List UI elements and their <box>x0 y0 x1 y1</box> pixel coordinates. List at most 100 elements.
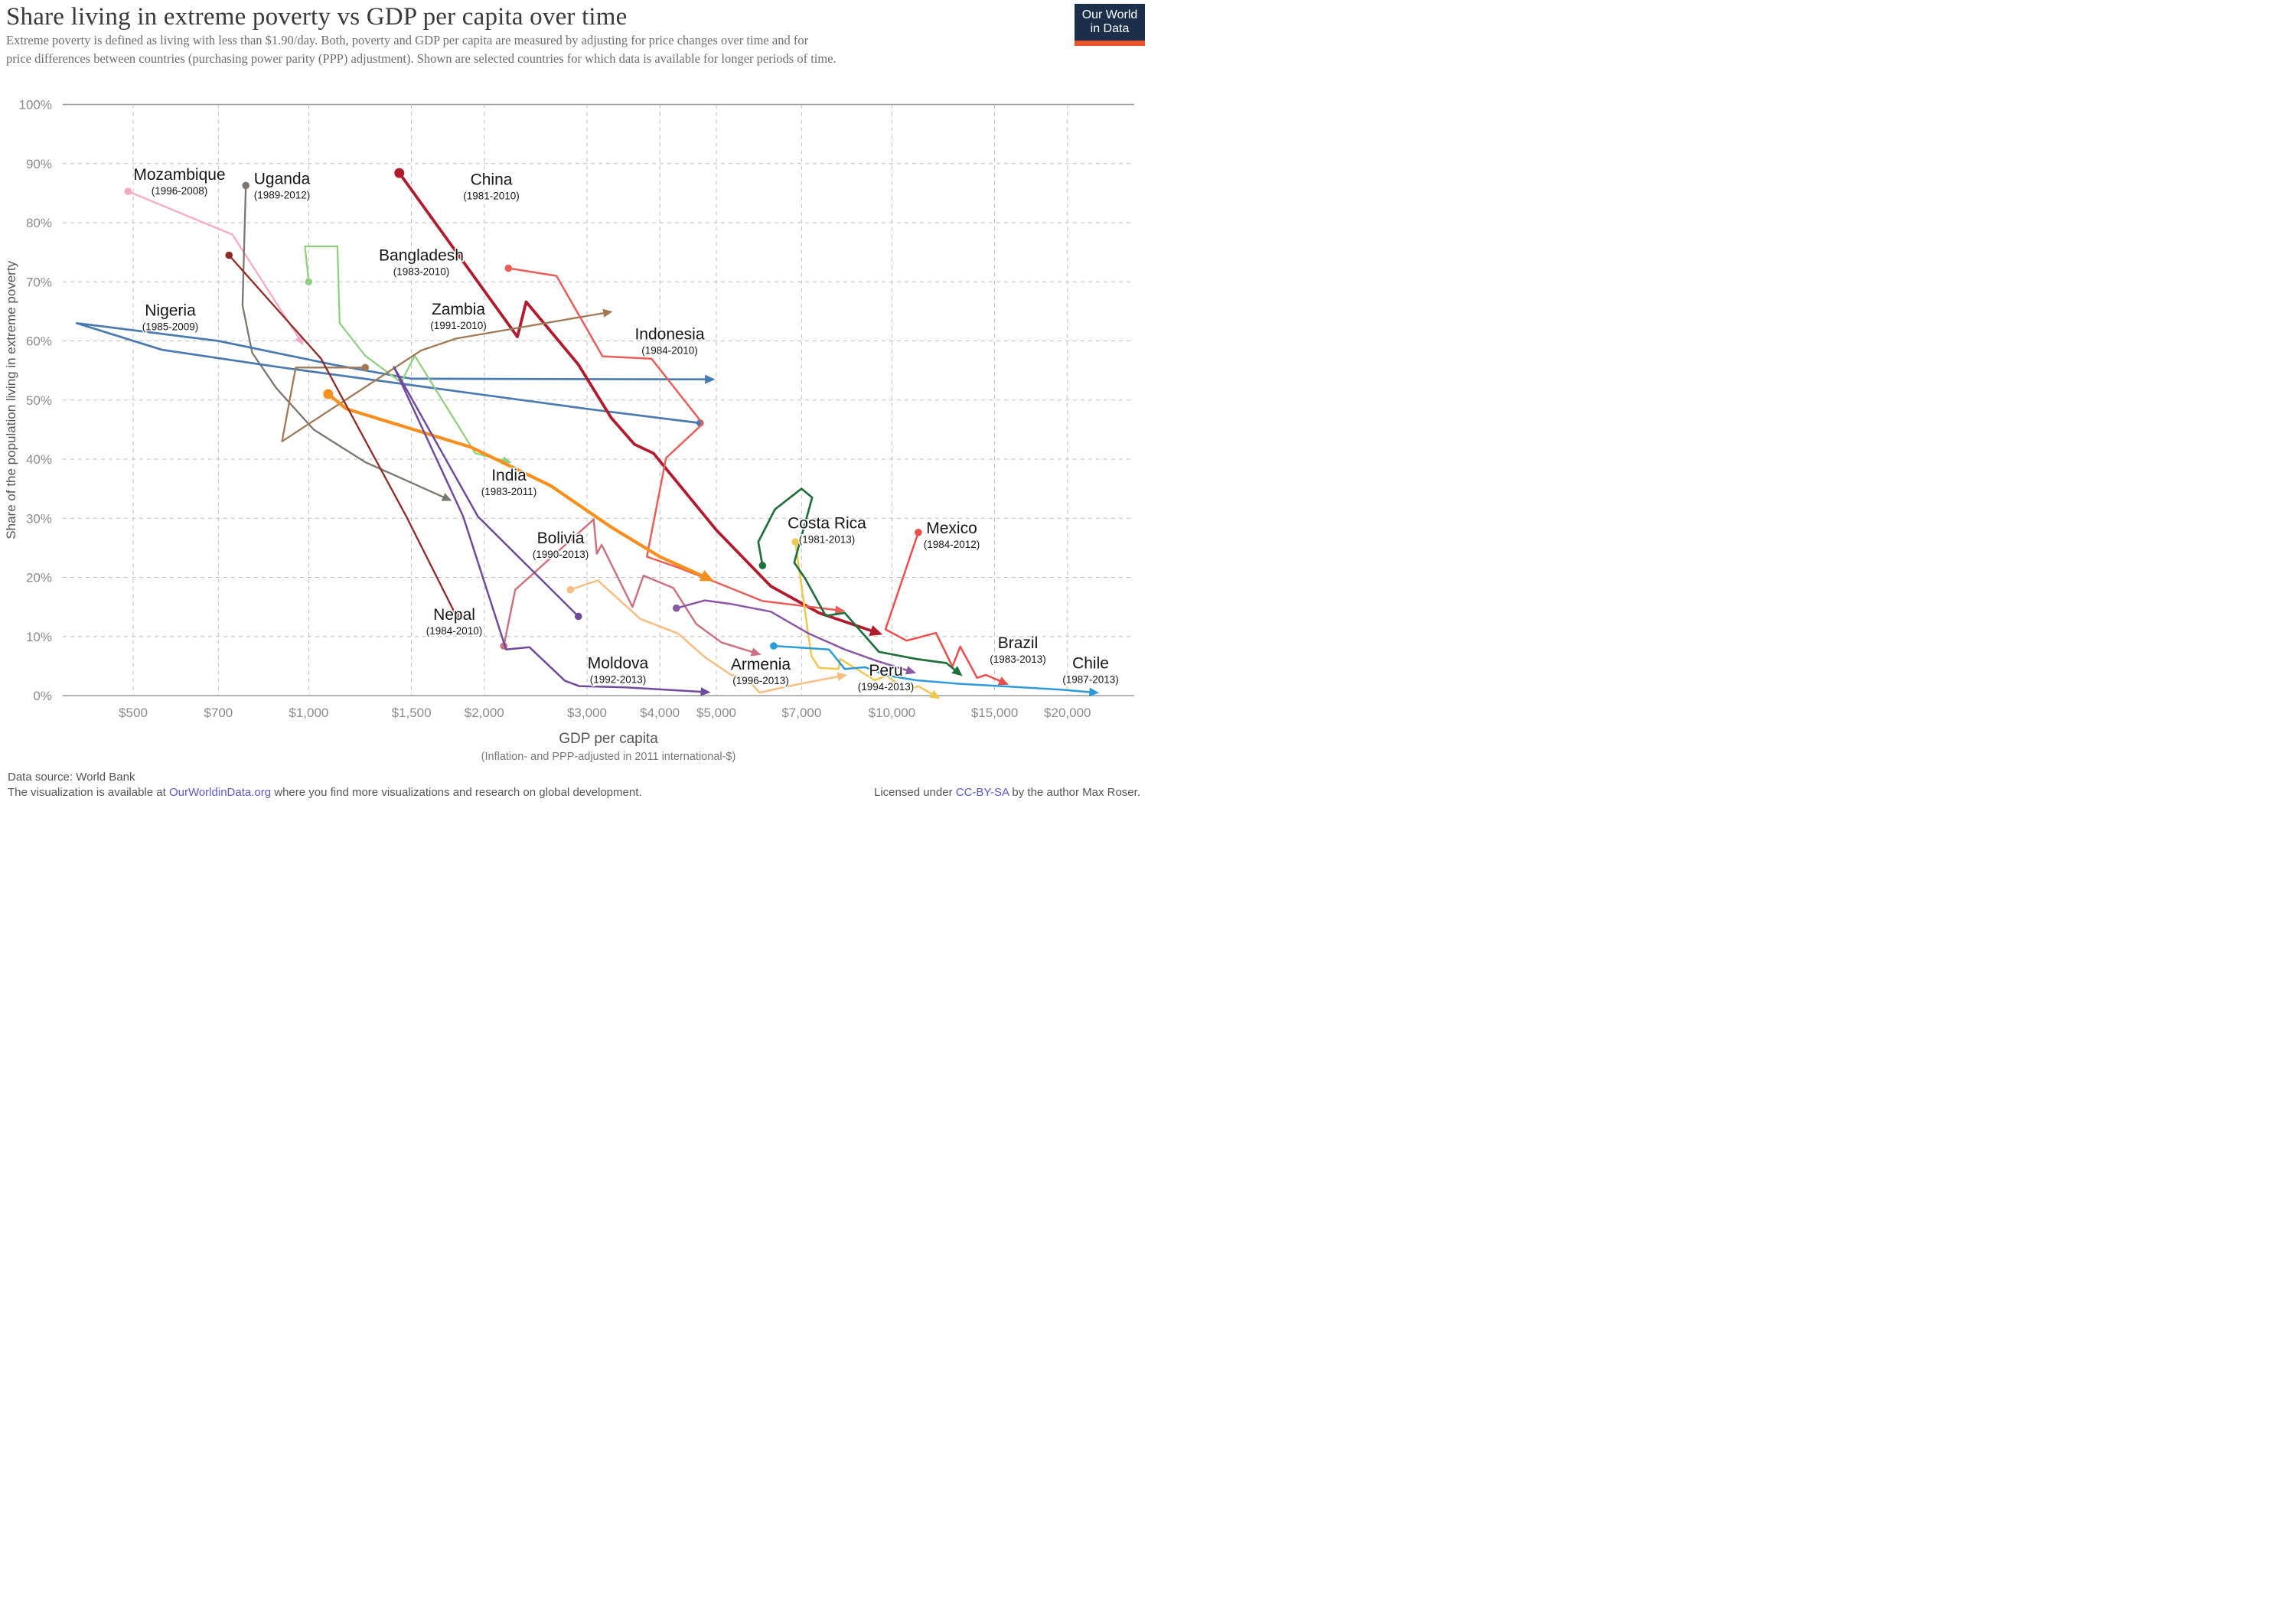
end-arrow-nigeria <box>705 374 716 384</box>
svg-text:$1,500: $1,500 <box>392 706 432 720</box>
poverty-vs-gdp-chart: 0% 10% 20% 30% 40% 50% 60% 70% 80% 90% 100% $500 $70… <box>4 98 1134 763</box>
end-arrow-china <box>869 625 883 636</box>
svg-text:Armenia: Armenia <box>731 656 791 673</box>
label-mexico: Mexico (1984-2012) <box>922 519 981 552</box>
svg-text:(1983-2011): (1983-2011) <box>481 486 537 497</box>
label-mozambique: Mozambique(1996-2008) <box>132 165 227 198</box>
label-bangladesh: Bangladesh(1983-2010) <box>378 246 465 279</box>
series-uganda <box>241 181 452 501</box>
series-nigeria <box>75 321 716 427</box>
svg-text:80%: 80% <box>26 216 52 230</box>
svg-text:Brazil: Brazil <box>998 634 1039 652</box>
label-costa-rica: Costa Rica(1981-2013) <box>787 513 868 546</box>
svg-text:$2,000: $2,000 <box>465 706 504 720</box>
gridlines: 0% 10% 20% 30% 40% 50% 60% 70% 80% 90% 100% $500 $70… <box>19 98 1134 720</box>
subtitle-line-2: price differences between countries (pur… <box>6 51 837 66</box>
series-mexico <box>884 528 1009 686</box>
label-chile: Chile(1987-2013) <box>1062 654 1120 686</box>
svg-text:(1984-2010): (1984-2010) <box>641 345 698 357</box>
end-arrow-costa rica <box>929 689 941 699</box>
svg-text:(1983-2013): (1983-2013) <box>990 654 1046 665</box>
svg-text:$500: $500 <box>119 706 148 720</box>
series-moldova <box>393 366 711 696</box>
owid-link[interactable]: OurWorldinData.org <box>168 786 272 799</box>
svg-text:$4,000: $4,000 <box>640 706 680 720</box>
svg-text:(1983-2010): (1983-2010) <box>393 266 450 278</box>
start-dot-armenia <box>566 585 575 594</box>
series-nepal <box>225 251 459 621</box>
start-dot-china <box>394 168 405 178</box>
start-dot-mexico <box>915 528 922 536</box>
label-moldova: Moldova(1992-2013) <box>586 654 650 686</box>
license-post: by the author Max Roser. <box>1009 786 1140 799</box>
svg-text:India: India <box>491 467 527 484</box>
end-arrow-mexico <box>997 676 1009 686</box>
svg-text:(1994-2013): (1994-2013) <box>858 681 915 693</box>
svg-text:40%: 40% <box>26 452 52 467</box>
label-bolivia: Bolivia (1990-2013) <box>531 529 590 562</box>
svg-text:$1,000: $1,000 <box>289 706 328 720</box>
series-costa-rica <box>791 538 941 699</box>
start-dot-mozambique <box>124 187 132 195</box>
end-arrow-bolivia <box>750 647 762 657</box>
svg-text:$7,000: $7,000 <box>781 706 821 720</box>
license-pre: Licensed under <box>874 786 956 799</box>
svg-text:Moldova: Moldova <box>588 655 649 673</box>
start-dot-zambia <box>361 363 370 372</box>
svg-text:50%: 50% <box>26 393 52 408</box>
viz-note-post: where you find more visualizations and r… <box>271 786 642 799</box>
svg-text:(1984-2012): (1984-2012) <box>924 539 980 550</box>
end-arrow-indonesia <box>834 605 846 614</box>
svg-text:$700: $700 <box>204 706 233 720</box>
viz-note-pre: The visualization is available at <box>8 786 169 799</box>
label-peru: Peru(1994-2013) <box>856 661 915 694</box>
end-arrow-chile <box>1088 687 1100 697</box>
svg-text:30%: 30% <box>26 511 52 526</box>
svg-text:(1984-2010): (1984-2010) <box>426 625 483 637</box>
label-china: China (1981-2010) <box>462 170 521 203</box>
svg-text:(Inflation- and PPP-adjusted i: (Inflation- and PPP-adjusted in 2011 int… <box>481 751 736 763</box>
start-dot-nepal <box>225 251 233 259</box>
svg-text:0%: 0% <box>33 689 52 703</box>
owid-logo[interactable]: Our World in Data <box>1075 4 1145 46</box>
svg-text:(1996-2008): (1996-2008) <box>152 185 208 197</box>
series-india <box>323 389 714 582</box>
page: Share living in extreme poverty vs GDP p… <box>0 0 1148 804</box>
license-link[interactable]: CC-BY-SA <box>955 786 1009 799</box>
svg-text:$5,000: $5,000 <box>696 706 736 720</box>
svg-text:GDP per capita: GDP per capita <box>559 731 658 747</box>
chart-header: Share living in extreme poverty vs GDP p… <box>6 3 1010 68</box>
svg-text:Chile: Chile <box>1072 655 1109 673</box>
svg-text:Bangladesh: Bangladesh <box>379 247 464 265</box>
start-dot-costa rica <box>791 538 800 546</box>
end-arrow-moldova <box>700 687 711 696</box>
label-nigeria: Nigeria(1985-2009) <box>141 301 200 334</box>
svg-text:Share of the population living: Share of the population living in extrem… <box>4 260 18 539</box>
axis-titles: GDP per capita (Inflation- and PPP-adjust… <box>4 260 735 763</box>
start-dot-peru <box>672 604 680 612</box>
svg-text:Mexico: Mexico <box>926 520 977 537</box>
series-chile <box>770 642 1100 697</box>
svg-text:Nepal: Nepal <box>433 606 475 624</box>
svg-text:(1990-2013): (1990-2013) <box>533 549 589 560</box>
start-dot-brazil <box>758 562 767 569</box>
svg-text:(1989-2012): (1989-2012) <box>254 190 311 201</box>
label-uganda: Uganda (1989-2012) <box>253 169 311 202</box>
start-dot-indonesia <box>504 264 513 272</box>
start-dot-india <box>323 389 334 399</box>
label-zambia: Zambia (1991-2010) <box>429 300 488 333</box>
svg-text:(1985-2009): (1985-2009) <box>142 321 199 333</box>
svg-text:$20,000: $20,000 <box>1044 706 1091 720</box>
svg-text:(1991-2010): (1991-2010) <box>430 320 487 331</box>
svg-text:Uganda: Uganda <box>254 171 311 188</box>
subtitle-line-1: Extreme poverty is defined as living wit… <box>6 33 809 47</box>
end-arrow-zambia <box>602 308 613 318</box>
svg-text:20%: 20% <box>26 571 52 585</box>
end-arrow-brazil <box>951 666 963 676</box>
svg-text:Indonesia: Indonesia <box>634 326 704 344</box>
svg-text:Bolivia: Bolivia <box>537 530 585 547</box>
svg-text:Mozambique: Mozambique <box>133 166 225 184</box>
chart-footer: Data source: World Bank The visualizatio… <box>8 771 1140 799</box>
svg-text:Costa Rica: Costa Rica <box>788 515 866 533</box>
series-zambia <box>281 308 613 442</box>
